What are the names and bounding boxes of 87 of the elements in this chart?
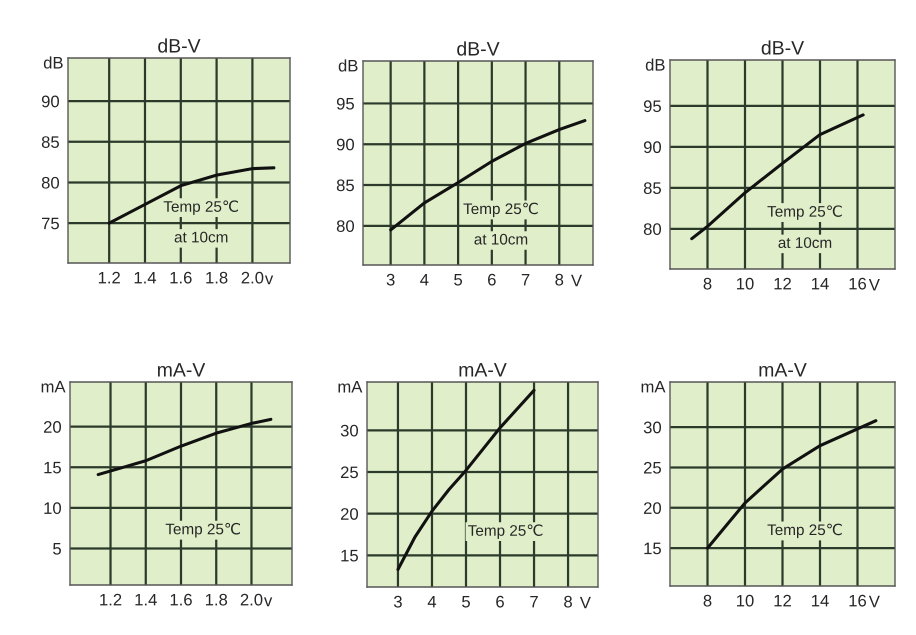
y-axis-title: mA bbox=[642, 380, 666, 392]
x-tick-label: 1.2 bbox=[100, 594, 122, 606]
y-tick-label: 25 bbox=[644, 462, 661, 474]
y-axis-title: mA bbox=[338, 380, 362, 392]
x-axis-title: V bbox=[868, 596, 880, 608]
y-axis-title: dB bbox=[646, 58, 665, 71]
y-tick-label: 90 bbox=[644, 141, 662, 154]
x-tick-label: 14 bbox=[812, 278, 829, 290]
line-series bbox=[389, 119, 586, 232]
y-tick-label: 5 bbox=[53, 543, 61, 555]
x-tick-label: 14 bbox=[812, 594, 829, 606]
y-tick-label: 30 bbox=[644, 422, 662, 434]
line-series bbox=[706, 419, 878, 550]
x-tick-label: 12 bbox=[774, 278, 791, 290]
chart-title: mA-V bbox=[158, 363, 206, 376]
x-tick-label: 7 bbox=[522, 274, 530, 286]
y-tick-label: 90 bbox=[42, 96, 60, 108]
y-tick-label: 15 bbox=[44, 462, 61, 474]
x-tick-label: 1.6 bbox=[170, 594, 192, 606]
y-tick-label: 10 bbox=[44, 502, 62, 514]
y-tick-label: 15 bbox=[644, 542, 661, 554]
x-tick-label: 1.4 bbox=[135, 594, 157, 606]
y-tick-label: 75 bbox=[42, 218, 59, 230]
line-series bbox=[96, 418, 272, 476]
y-tick-label: 85 bbox=[336, 179, 354, 192]
x-tick-label: 8 bbox=[555, 274, 564, 286]
x-tick-label: 2.0 bbox=[242, 272, 264, 284]
x-tick-label: 6 bbox=[488, 274, 496, 286]
annotation: Temp 25℃ bbox=[767, 524, 842, 538]
x-tick-label: 2.0 bbox=[240, 594, 262, 606]
x-axis-title: V bbox=[580, 596, 591, 608]
y-tick-label: 85 bbox=[42, 136, 59, 148]
chart-title: dB-V bbox=[762, 40, 804, 55]
x-tick-label: 4 bbox=[420, 274, 429, 286]
x-tick-label: 8 bbox=[704, 594, 712, 607]
x-axis-title: V bbox=[868, 279, 880, 290]
y-tick-label: 20 bbox=[340, 508, 358, 520]
x-tick-label: 16 bbox=[850, 594, 866, 607]
x-tick-label: 4 bbox=[428, 596, 436, 608]
annotation: Temp 25℃ bbox=[164, 200, 238, 215]
y-axis-title: dB bbox=[338, 59, 358, 72]
y-tick-label: 20 bbox=[644, 502, 662, 514]
annotation: at 10cm bbox=[474, 234, 528, 245]
x-tick-label: 1.6 bbox=[170, 272, 192, 284]
y-tick-label: 30 bbox=[340, 424, 358, 437]
line-series bbox=[108, 166, 276, 225]
y-tick-label: 80 bbox=[42, 176, 60, 189]
x-tick-label: 8 bbox=[564, 596, 572, 608]
x-tick-label: 10 bbox=[737, 278, 754, 290]
x-tick-label: 12 bbox=[774, 594, 791, 606]
annotation: Temp 25℃ bbox=[767, 205, 842, 220]
annotation: at 10cm bbox=[174, 232, 228, 242]
y-tick-label: 15 bbox=[341, 550, 358, 562]
x-tick-label: 1.8 bbox=[206, 594, 228, 606]
x-tick-label: 10 bbox=[737, 594, 754, 607]
y-tick-label: 25 bbox=[340, 466, 358, 478]
y-tick-label: 95 bbox=[644, 100, 661, 112]
x-tick-label: 3 bbox=[394, 596, 402, 608]
y-tick-label: 85 bbox=[644, 182, 661, 194]
chart-title: mA-V bbox=[459, 363, 507, 376]
x-tick-label: 5 bbox=[454, 274, 462, 286]
annotation: at 10cm bbox=[778, 237, 832, 248]
x-tick-label: 8 bbox=[704, 278, 712, 290]
x-tick-label: 5 bbox=[462, 596, 470, 608]
y-tick-label: 80 bbox=[336, 220, 354, 232]
y-tick-label: 90 bbox=[336, 138, 354, 150]
y-tick-label: 80 bbox=[644, 223, 662, 236]
x-tick-label: 6 bbox=[496, 596, 504, 608]
x-axis-title: v bbox=[264, 276, 274, 284]
x-tick-label: 1.8 bbox=[206, 272, 228, 284]
y-axis-title: dB bbox=[44, 56, 63, 69]
x-tick-label: 1.2 bbox=[98, 272, 120, 284]
y-tick-label: 20 bbox=[44, 421, 62, 433]
annotation: Temp 25℃ bbox=[468, 524, 542, 539]
y-tick-label: 95 bbox=[336, 98, 354, 110]
chart-title: dB-V bbox=[457, 41, 500, 56]
x-axis-title: V bbox=[571, 274, 582, 286]
x-tick-label: 7 bbox=[530, 596, 538, 608]
y-axis-title: mA bbox=[42, 380, 66, 392]
x-tick-label: 16 bbox=[850, 278, 866, 290]
chart-title: dB-V bbox=[158, 38, 201, 53]
x-tick-label: 3 bbox=[386, 274, 395, 286]
annotation: Temp 25℃ bbox=[463, 202, 538, 218]
x-tick-label: 1.4 bbox=[134, 272, 156, 284]
chart-title: mA-V bbox=[759, 363, 807, 376]
annotation: Temp 25℃ bbox=[166, 522, 240, 538]
x-axis-title: v bbox=[264, 597, 272, 606]
